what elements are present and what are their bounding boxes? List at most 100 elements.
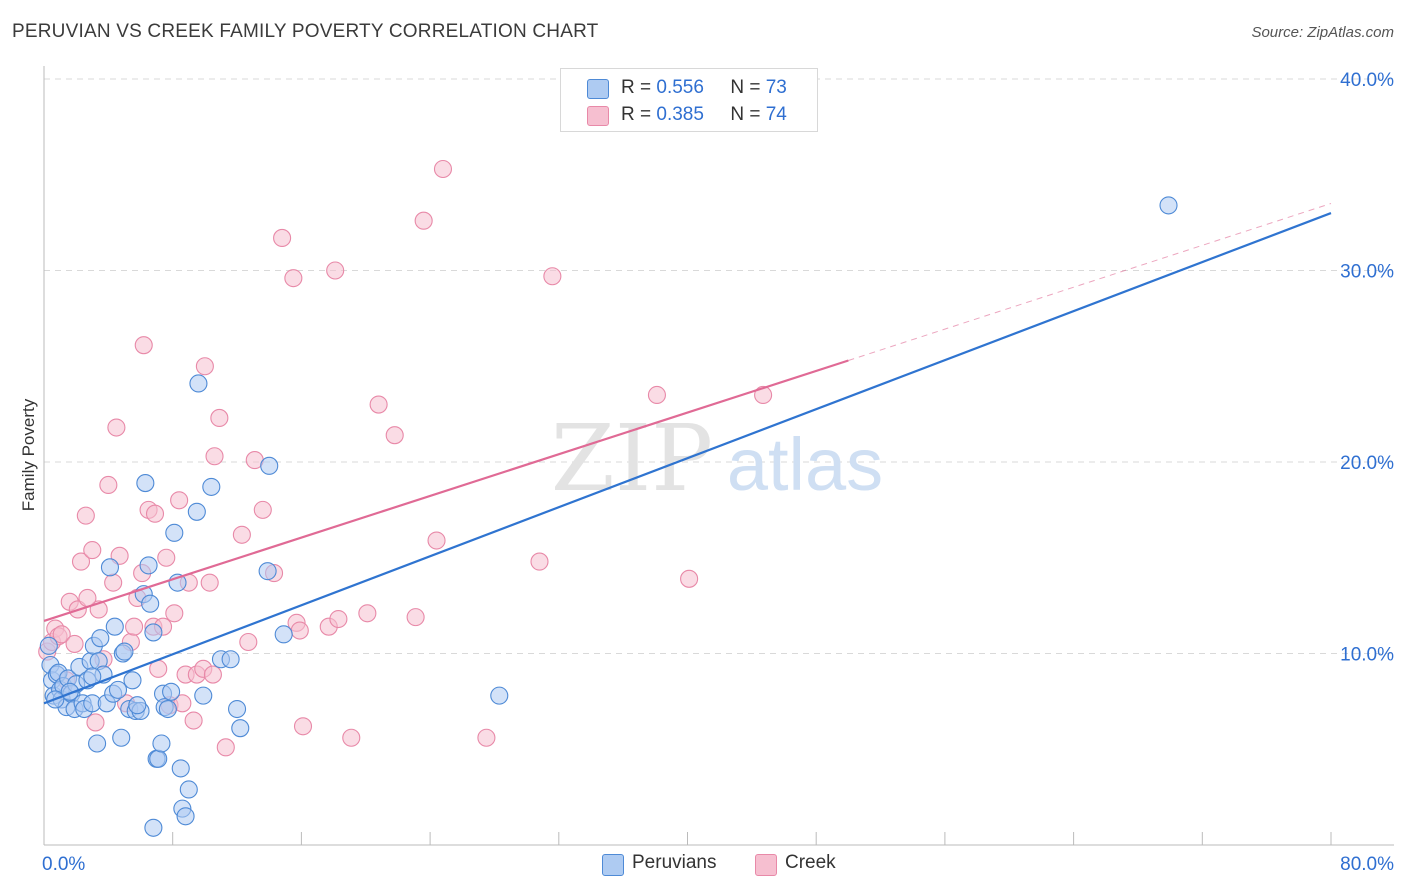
creek-point [145,504,165,523]
creek-point [293,717,313,736]
x-tick-label-min: 0.0% [42,854,85,875]
peruvians-points [39,196,1178,837]
peruvians-n-value: 73 [765,77,787,98]
creek-point [170,491,189,510]
creek-point [99,475,118,495]
x-tick-label-max: 80.0% [1340,854,1394,875]
creek-point [369,395,388,414]
peruvians-point [231,719,250,738]
peruvians-point [105,617,124,636]
trend-lines [43,202,1332,705]
creek-legend-label: Creek [785,852,836,873]
creek-trend-extension [848,202,1332,361]
peruvians-point [221,650,240,669]
creek-point [290,621,309,640]
creek-point [326,261,345,280]
creek-point [239,632,258,652]
peruvians-legend-label: Peruvians [632,852,717,873]
peruvians-point [100,558,120,577]
creek-points [38,159,773,757]
peruvians-point [490,686,509,705]
creek-n-value: 74 [765,104,787,125]
y-tick-label: 30.0% [1340,262,1394,283]
creek-point [647,385,666,405]
grid-lines [44,78,1394,654]
creek-point [273,228,292,247]
peruvians-point [144,818,163,837]
peruvians-point [189,374,208,393]
creek-point [680,569,699,588]
y-tick-label: 20.0% [1340,453,1394,474]
creek-point [329,609,348,629]
creek-point [125,617,144,636]
peruvians-point [179,780,198,799]
peruvians-point [158,699,177,719]
creek-point [86,713,105,732]
peruvians-legend-swatch [602,854,624,876]
creek-point [358,604,377,623]
creek-r-value: 0.385 [656,104,704,125]
creek-point [205,447,224,466]
creek-point [342,728,361,747]
peruvians-point [228,699,247,719]
peruvians-point [91,629,110,648]
creek-n-label: N = [730,104,761,125]
peruvians-point [258,562,277,581]
creek-point [385,426,404,445]
creek-point [406,608,425,627]
creek-point [184,711,203,730]
peruvians-point [152,734,171,753]
source-credit: Source: ZipAtlas.com [1251,24,1394,41]
creek-point [543,267,562,286]
creek-point [83,541,102,560]
peruvians-r-value: 0.556 [656,77,704,98]
peruvians-point [128,696,147,715]
creek-point [284,269,303,288]
peruvians-point [123,671,142,690]
creek-point [104,573,123,592]
creek-point [157,548,176,567]
tick-labels: 10.0% 20.0% 30.0% 40.0% 0.0% 80.0% [42,70,1394,875]
peruvians-point [88,734,107,753]
peruvians-point [171,759,190,778]
peruvians-point [162,682,181,701]
correlation-legend: R = 0.556 N = 73 R = 0.385 N = 74 [560,68,818,132]
peruvians-r-label: R = [621,77,652,98]
creek-point [195,357,214,376]
creek-point [210,408,229,428]
creek-point [530,552,549,571]
peruvians-point [115,642,134,661]
creek-legend-swatch [755,854,777,876]
peruvians-n-label: N = [730,77,761,98]
creek-point [754,385,773,405]
peruvians-point [141,594,160,613]
y-axis-label: Family Poverty [19,398,38,511]
peruvians-point [176,807,195,826]
peruvians-point [165,523,184,542]
peruvians-swatch [587,79,609,99]
creek-point [477,728,496,747]
creek-swatch [587,106,609,126]
creek-point [71,552,91,571]
creek-point [414,211,433,230]
peruvians-point [112,728,131,747]
axes [43,66,1394,846]
y-tick-label: 10.0% [1340,645,1394,666]
peruvians-trend-line [43,212,1332,705]
creek-point [433,159,453,179]
peruvians-point [202,477,221,496]
chart-title: PERUVIAN VS CREEK FAMILY POVERTY CORRELA… [12,21,599,42]
peruvians-point [274,625,293,644]
peruvians-point [136,474,155,493]
creek-trend-line [43,359,849,622]
creek-point [52,625,71,644]
creek-point [165,604,184,623]
y-tick-label: 40.0% [1340,70,1394,91]
creek-point [253,500,272,519]
creek-point [65,634,84,653]
watermark: ZIP atlas [551,405,883,512]
peruvians-point [187,502,206,521]
peruvians-point [39,636,58,655]
peruvians-point [108,680,128,699]
